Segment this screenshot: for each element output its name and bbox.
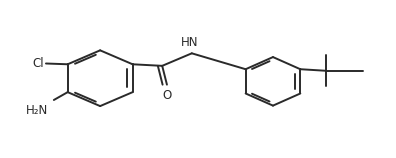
Text: H₂N: H₂N [26,104,48,117]
Text: HN: HN [181,36,198,49]
Text: O: O [162,89,171,102]
Text: Cl: Cl [32,57,44,70]
